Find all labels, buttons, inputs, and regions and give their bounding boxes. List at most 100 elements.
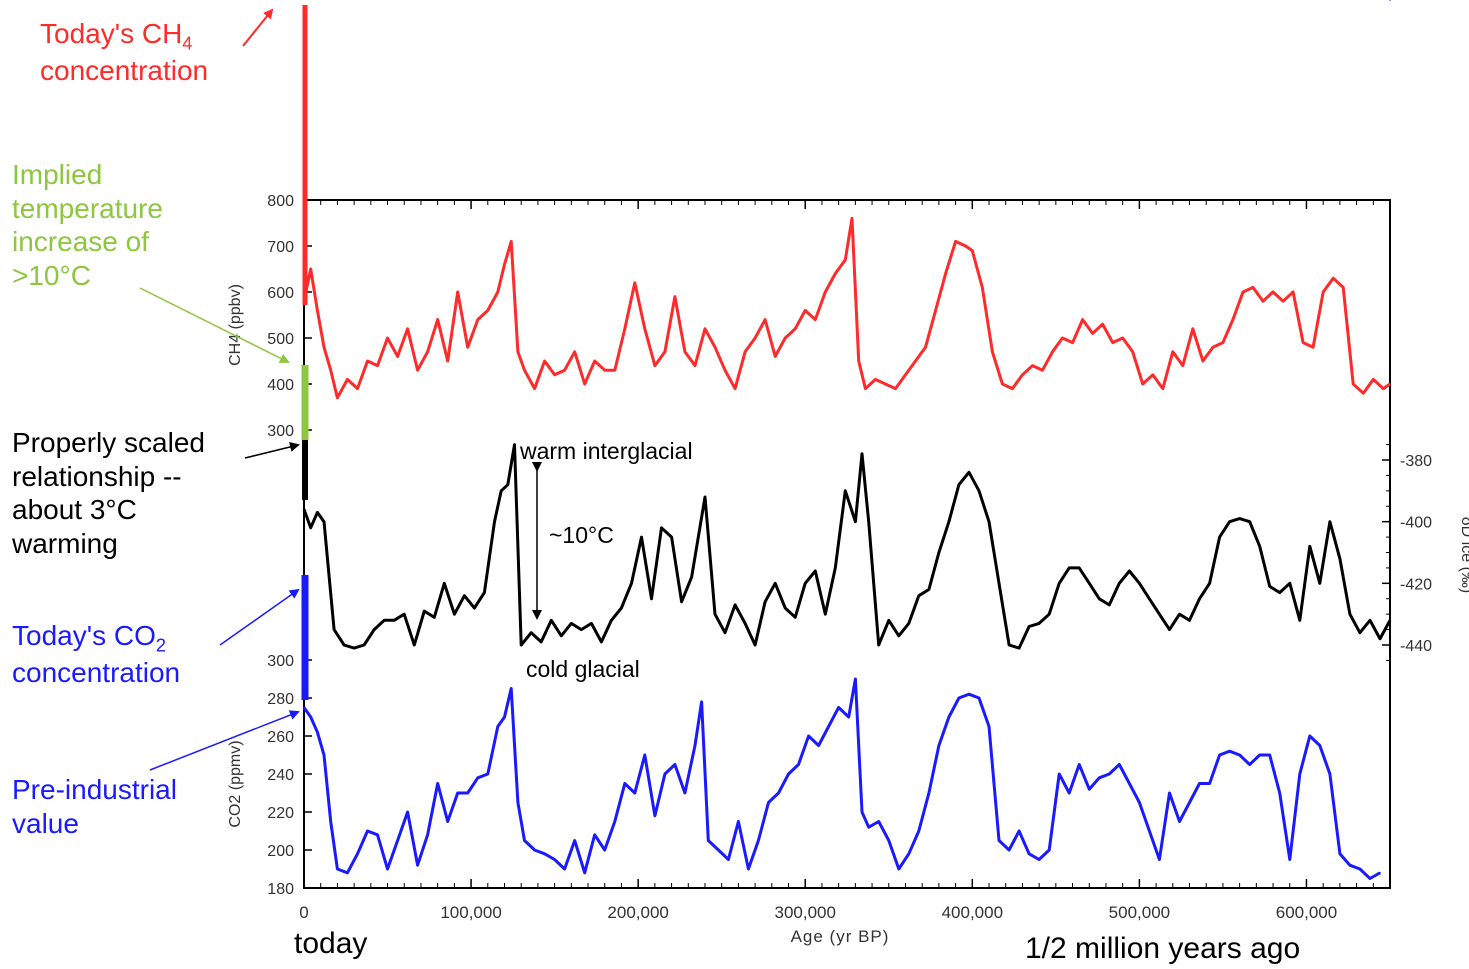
ch4-data-point (644, 328, 646, 330)
ch4-data-point (466, 346, 469, 349)
ch4-data-point (309, 268, 312, 270)
co2-data-point (898, 868, 900, 870)
y-tick-label: 800 (267, 193, 294, 210)
temp-data-point (403, 613, 406, 615)
y-tick-label: 200 (267, 843, 294, 860)
temp-data-point (1319, 582, 1321, 585)
co2-today-arrow (219, 588, 300, 646)
temp-data-point (1208, 582, 1211, 585)
ch4-data-point (1202, 360, 1204, 362)
co2-data-point (644, 754, 646, 756)
ch4-data-point (396, 355, 399, 358)
co2-data-point (1329, 773, 1331, 775)
ch4-data-point (1322, 291, 1324, 293)
temp-data-point (423, 610, 426, 612)
ch4-data-point (503, 263, 506, 266)
co2-data-point (1048, 849, 1050, 851)
co2-data-point (674, 763, 676, 766)
ch4-data-point (857, 360, 860, 362)
co2-data-point (477, 777, 479, 779)
temp-series-line (302, 443, 1392, 650)
ch4-data-point (834, 272, 837, 275)
temp-data-point (513, 443, 516, 446)
temp-data-point (754, 644, 756, 646)
co2-data-point (376, 834, 379, 836)
temp-data-point (550, 619, 553, 622)
co2-data-point (346, 872, 349, 874)
co2-data-point (700, 701, 703, 703)
ch4-data-point (1389, 383, 1391, 385)
ch4-series-line (302, 216, 1391, 400)
temp-data-point (1389, 619, 1391, 622)
temp-data-point (580, 628, 583, 631)
co2-data-point (978, 697, 980, 699)
ch4-data-point (1192, 328, 1194, 330)
temp-data-point (1038, 622, 1040, 625)
temp-data-point (844, 490, 847, 492)
ch4-data-point (1141, 383, 1144, 385)
x-tick-label: 100,000 (440, 903, 501, 922)
co2-data-point (958, 697, 960, 699)
scaled-line-3: about 3°C (12, 494, 137, 526)
delta-temperature-label: ~10°C (549, 522, 614, 548)
ch4-today-text-2: concentration (40, 54, 209, 86)
co2-data-point (837, 706, 840, 709)
ch4-data-point (904, 374, 907, 376)
ch4-data-point (694, 364, 696, 367)
ch4-data-point (1101, 323, 1104, 326)
implied-line-3: increase of (12, 226, 149, 258)
co2-data-point (1038, 858, 1040, 861)
implied-temperature-annotation: Implied temperature increase of >10°C (12, 158, 163, 292)
ch4-today-arrow (242, 8, 274, 47)
ch4-data-point (1131, 351, 1134, 353)
annotation-overlay (139, 5, 542, 771)
co2-data-point (867, 826, 870, 828)
ch4-data-point (477, 318, 479, 321)
ch4-data-point (914, 360, 917, 362)
temp-data-point (590, 622, 593, 625)
co2-data-point (888, 839, 890, 842)
x-axis: 0 100,000 200,000 300,000 400,000 500,000 600,… (299, 200, 1374, 946)
y-tick-label: 500 (267, 331, 294, 348)
co2-data-point (456, 792, 459, 794)
ch4-data-point (487, 309, 489, 312)
co2-data-point (787, 773, 790, 775)
ch4-data-point (964, 245, 967, 247)
co2-data-point (1158, 858, 1161, 861)
ch4-data-point (1152, 374, 1154, 376)
ch4-data-point (704, 328, 706, 330)
co2-data-point (1339, 853, 1341, 855)
ch4-data-point (1051, 351, 1054, 353)
co2-data-point (1118, 763, 1121, 766)
co2-today-annotation: Today's CO2 concentration (12, 620, 180, 689)
ch4-data-point (583, 383, 586, 385)
temp-data-point (784, 607, 786, 609)
temp-data-point (1299, 619, 1301, 622)
x-tick-label: 200,000 (607, 903, 668, 922)
temp-data-point (1138, 582, 1141, 585)
ch4-data-point (894, 387, 897, 390)
temp-data-point (1218, 536, 1221, 538)
temp-data-point (373, 628, 376, 631)
temp-data-point (1148, 598, 1151, 600)
scaled-line-1: Properly scaled (12, 427, 205, 458)
ch4-data-point (1232, 318, 1234, 321)
temp-data-point (938, 551, 940, 554)
co2-data-point (1379, 872, 1381, 874)
ch4-data-point (563, 369, 566, 372)
ch4-data-point (1272, 291, 1274, 293)
temp-data-point (1058, 582, 1060, 585)
co2-data-point (1208, 782, 1211, 785)
ch4-data-point (1262, 300, 1264, 303)
ch4-data-point (1282, 300, 1284, 303)
ch4-data-point (1182, 364, 1184, 367)
co2-data-point (938, 744, 940, 747)
co2-data-point (523, 839, 526, 842)
ch4-data-point (804, 309, 806, 312)
co2-data-point (827, 725, 830, 728)
ch4-data-point (1041, 369, 1044, 372)
ch4-data-point (851, 217, 853, 220)
temp-data-point (804, 582, 806, 585)
temp-data-point (393, 619, 396, 622)
temp-data-point (640, 536, 643, 538)
